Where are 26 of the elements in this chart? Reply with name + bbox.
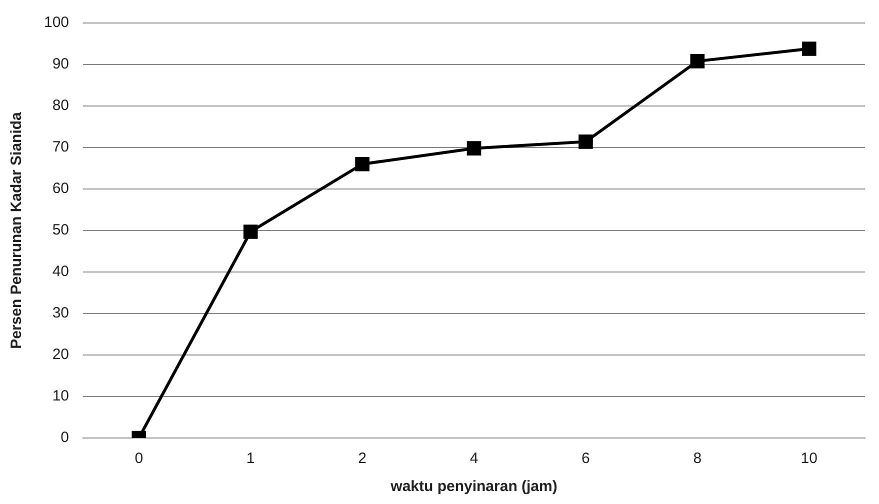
x-tick-label: 6 <box>582 450 590 468</box>
y-tick-label: 100 <box>44 14 70 32</box>
y-axis-title: Persen Penurunan Kadar Sianida <box>8 111 26 349</box>
x-tick-label: 4 <box>470 450 478 468</box>
x-tick-label: 0 <box>134 450 144 468</box>
y-tick-label: 0 <box>60 429 70 446</box>
point <box>243 224 258 239</box>
x-axis-title: waktu penyinaran (jam) <box>390 478 558 496</box>
x-tick-label: 1 <box>246 450 255 468</box>
y-tick-label: 30 <box>52 304 70 322</box>
x-tick-label: 2 <box>358 450 366 468</box>
x-tick-label: 10 <box>800 450 818 468</box>
y-tick-label: 50 <box>52 222 70 239</box>
y-tick-label: 20 <box>52 346 70 364</box>
y-tick-label: 60 <box>52 180 70 198</box>
y-tick-label: 40 <box>52 263 70 280</box>
point <box>466 141 482 156</box>
y-tick-label: 80 <box>52 97 70 114</box>
point <box>355 156 370 172</box>
y-tick-label: 10 <box>52 388 70 405</box>
x-tick-label: 8 <box>693 450 702 468</box>
point <box>690 54 705 68</box>
point <box>802 42 816 56</box>
y-tick-label: 70 <box>52 138 70 156</box>
y-tick-label: 90 <box>52 56 70 73</box>
point <box>578 134 593 149</box>
